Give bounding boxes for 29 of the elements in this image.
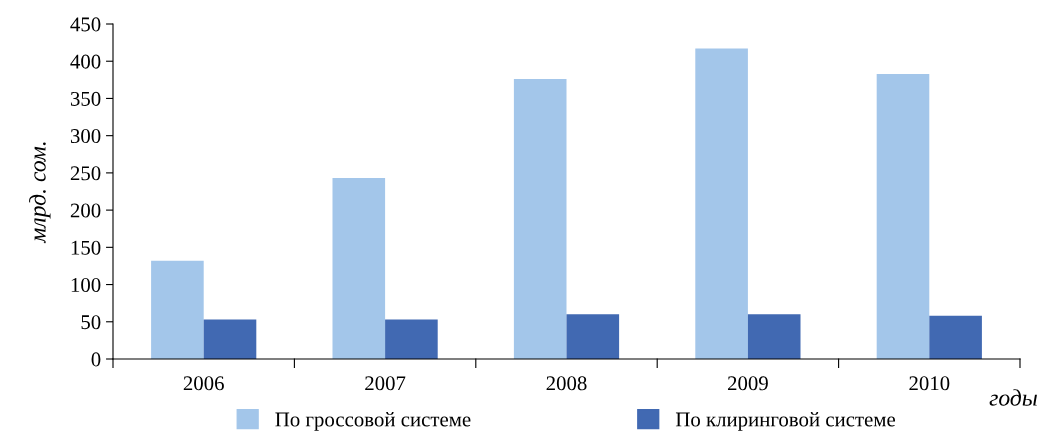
y-tick-label: 350	[70, 91, 101, 106]
y-tick-label: 300	[70, 129, 101, 144]
bar	[203, 319, 257, 359]
y-tick-label: 200	[70, 203, 101, 218]
x-tick-label: 2009	[727, 376, 768, 391]
legend-label: По гроссовой системе	[275, 412, 471, 431]
y-axis-title: млрд. сом.	[29, 142, 51, 244]
x-tick-label: 2007	[365, 376, 406, 391]
y-tick-label: 50	[81, 315, 101, 330]
bar	[929, 315, 982, 359]
x-tick-label: 2010	[909, 376, 950, 391]
bar	[876, 73, 930, 359]
y-tick-label: 400	[70, 54, 101, 69]
bar	[385, 319, 438, 359]
x-tick-label: 2006	[183, 376, 224, 391]
bar	[332, 178, 386, 359]
bar	[151, 260, 204, 359]
y-tick-label: 0	[91, 352, 101, 367]
bar	[695, 48, 748, 359]
bar	[747, 314, 801, 359]
y-tick-label: 450	[70, 17, 101, 32]
y-tick-label: 250	[70, 166, 101, 181]
legend-label: По клиринговой системе	[675, 412, 895, 431]
y-tick-label: 100	[71, 277, 101, 292]
x-tick-label: 2008	[546, 376, 587, 391]
bar	[513, 79, 567, 359]
bar	[566, 314, 620, 359]
x-axis-title: годы	[989, 389, 1037, 406]
y-tick-label: 150	[71, 240, 101, 255]
